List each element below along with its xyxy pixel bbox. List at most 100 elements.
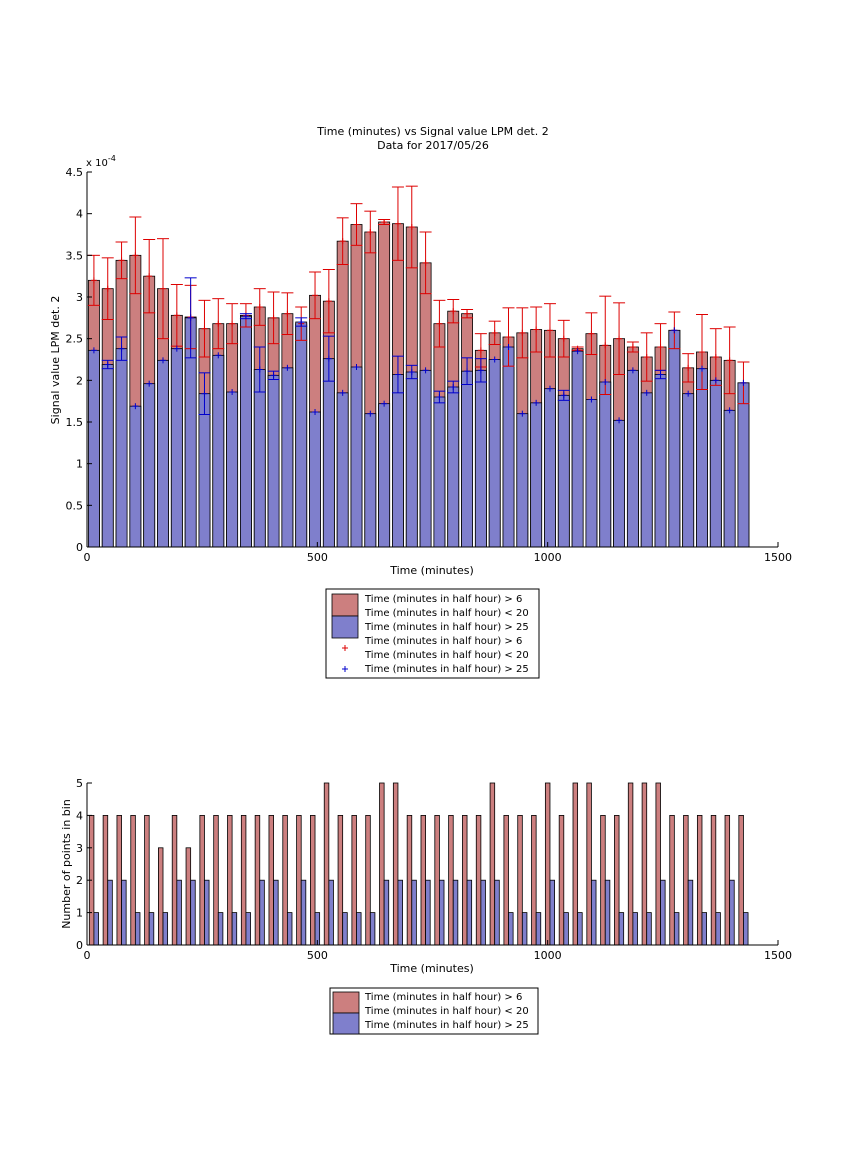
count-bar-blue [107, 879, 113, 946]
count-bar-red [531, 815, 537, 946]
bar-blue [350, 366, 363, 548]
bar-blue [640, 392, 653, 548]
count-bar-blue [328, 879, 334, 946]
count-bar-red [462, 815, 468, 946]
legend-label: Time (minutes in half hour) < 20 [364, 1006, 529, 1017]
count-bar-blue [729, 879, 735, 946]
legend-swatch-red [332, 991, 360, 1014]
count-bar-red [475, 815, 482, 946]
legend-label: Time (minutes in half hour) > 6 [364, 992, 522, 1003]
count-chart: 0 500 1000 1500 0 1 2 3 4 5 Time (minutes) Number… [60, 777, 792, 1035]
count-bar-blue [535, 912, 542, 946]
count-bar-blue [245, 912, 251, 946]
count-bar-blue [715, 912, 721, 946]
count-bar-blue [632, 912, 638, 946]
bar-blue [530, 402, 543, 548]
count-bar-red [738, 815, 744, 946]
count-bar-blue [494, 879, 500, 946]
count-bar-blue [452, 879, 459, 946]
count-bar-red [572, 782, 579, 946]
x-tick-label: 1000 [534, 949, 562, 962]
bar-blue [544, 388, 556, 548]
error-bars-group [87, 185, 750, 424]
bar-blue [281, 367, 294, 548]
count-bar-blue [549, 879, 555, 946]
bar-blue [737, 382, 750, 548]
count-bar-blue [743, 912, 749, 946]
count-bar-blue [466, 879, 473, 946]
legend-box [329, 987, 539, 1035]
count-bar-blue [121, 879, 127, 946]
legend-label: Time (minutes in half hour) > 6 [364, 594, 522, 605]
legend-label: Time (minutes in half hour) < 20 [364, 608, 529, 619]
count-bar-red [240, 815, 247, 946]
y-tick-label: 4.5 [66, 166, 84, 179]
count-bar-red [158, 847, 164, 946]
count-bar-red [724, 815, 731, 946]
count-bar-blue [217, 912, 224, 946]
bar-blue [682, 393, 695, 548]
bar-blue [516, 413, 529, 548]
y-tick-label: 1 [76, 458, 83, 471]
x-tick-label: 1000 [534, 551, 562, 564]
y-tick-label: 4 [76, 809, 83, 822]
count-bar-blue [673, 912, 680, 946]
count-bar-blue [259, 879, 265, 946]
count-bar-red [116, 815, 122, 946]
x-tick-label: 1500 [764, 551, 792, 564]
count-bar-red [655, 782, 661, 946]
x-tick-label: 500 [307, 949, 328, 962]
count-bar-red [683, 815, 689, 946]
count-bar-red [517, 815, 523, 946]
y-tick-label: 1.5 [66, 416, 84, 429]
count-bar-blue [148, 912, 155, 946]
count-bar-red [710, 815, 717, 946]
bar-blue [488, 359, 501, 548]
count-bar-blue [425, 879, 431, 946]
y-exponent-power: -4 [108, 154, 116, 163]
x-axis-label: Time (minutes) [389, 962, 474, 975]
bar-blue [419, 369, 432, 548]
bar-blue [709, 379, 722, 548]
count-bar-red [420, 815, 426, 946]
count-bar-red [365, 815, 371, 946]
bar-blue [696, 368, 708, 548]
chart-title: Time (minutes) vs Signal value LPM det. … [316, 125, 548, 138]
count-bar-red [144, 815, 150, 946]
axes-group: 0 500 1000 1500 0 0.5 1 1.5 2 2.5 3 3.5 4 4.5 [66, 166, 793, 564]
y-tick-label: 2.5 [66, 333, 84, 346]
count-bar-blue [604, 879, 611, 946]
bar-blue [502, 346, 515, 548]
legend-label: Time (minutes in half hour) > 25 [364, 622, 529, 633]
y-tick-label: 0.5 [66, 499, 84, 512]
bar-blue [654, 374, 667, 548]
bar-blue [253, 369, 266, 548]
count-bar-red [406, 815, 413, 946]
chart-subtitle: Data for 2017/05/26 [377, 139, 489, 152]
legend-box [325, 588, 540, 679]
count-bar-blue [176, 879, 182, 946]
y-tick-label: 0 [76, 541, 83, 554]
count-bar-red [102, 815, 109, 946]
bar-blue [557, 394, 570, 548]
bar-blue [405, 371, 418, 548]
legend-swatch-blue [332, 1012, 360, 1035]
bar-blue [433, 396, 446, 548]
bar-blue [336, 392, 349, 548]
count-bar-blue [342, 912, 348, 946]
x-tick-label: 0 [84, 949, 91, 962]
count-bar-red [185, 847, 192, 946]
bar-blue [364, 413, 377, 548]
count-bar-blue [397, 879, 403, 946]
legend-marker-red [342, 645, 348, 651]
bar-blue [599, 381, 612, 548]
axes-group: 0 500 1000 1500 0 1 2 3 4 5 [76, 777, 792, 962]
y-axis-label: Number of points in bin [60, 799, 73, 929]
count-bar-blue [439, 879, 445, 946]
count-bar-blue [660, 879, 666, 946]
legend-swatch-blue [331, 615, 359, 639]
bar-blue [157, 359, 169, 548]
x-tick-label: 1500 [764, 949, 792, 962]
